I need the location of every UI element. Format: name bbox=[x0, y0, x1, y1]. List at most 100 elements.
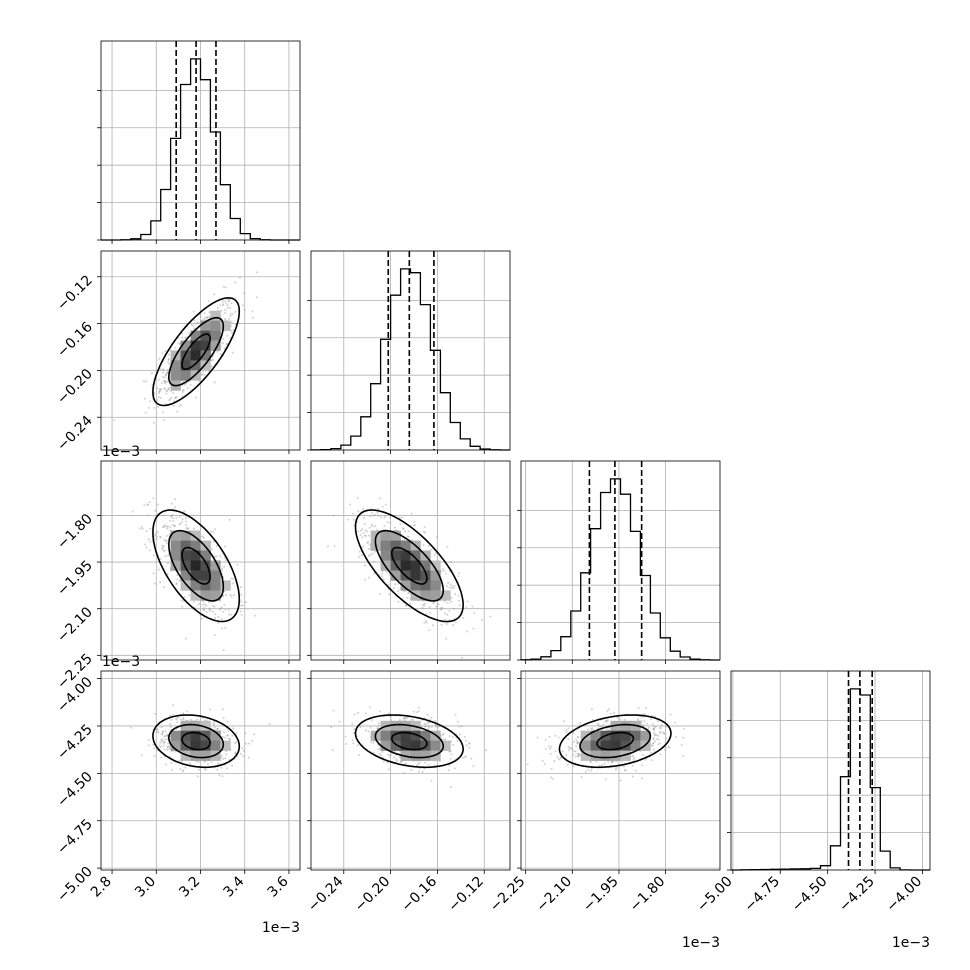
density-cell bbox=[190, 530, 201, 541]
scatter-point bbox=[388, 712, 391, 715]
scatter-point bbox=[251, 316, 254, 319]
scatter-point bbox=[378, 710, 381, 713]
scatter-point bbox=[637, 718, 640, 721]
scatter-point bbox=[211, 610, 214, 613]
scatter-point bbox=[371, 512, 374, 514]
scatter-point bbox=[377, 722, 380, 725]
density-cell bbox=[210, 570, 221, 581]
scatter-point bbox=[640, 719, 643, 722]
scatter-point bbox=[332, 709, 335, 712]
scatter-point bbox=[219, 353, 222, 356]
y-tick-label-3-1: −4.75 bbox=[54, 816, 96, 858]
scatter-point bbox=[611, 760, 614, 763]
scatter-point bbox=[224, 300, 227, 303]
scatter-point bbox=[403, 538, 406, 541]
x-tick-label-3-1: −4.75 bbox=[741, 874, 783, 916]
scatter-point bbox=[449, 583, 452, 586]
scatter-point bbox=[166, 371, 169, 374]
scatter-point bbox=[404, 762, 407, 765]
scatter-point bbox=[221, 708, 224, 711]
scatter-point bbox=[578, 753, 580, 756]
scatter-point bbox=[378, 752, 381, 755]
density-cell bbox=[200, 550, 211, 561]
scatter-point bbox=[227, 317, 230, 320]
panel-3-1 bbox=[330, 706, 487, 789]
scatter-point bbox=[167, 388, 170, 391]
x-tick-label-1-2: −0.16 bbox=[399, 873, 441, 915]
density-cell bbox=[200, 350, 211, 361]
x-tick-label-3-0: −5.00 bbox=[694, 874, 736, 916]
scatter-point bbox=[575, 738, 578, 741]
scatter-point bbox=[372, 742, 375, 744]
scatter-point bbox=[631, 755, 634, 758]
scatter-point bbox=[573, 740, 576, 743]
scatter-point bbox=[465, 606, 468, 609]
ticks-0-0 bbox=[97, 89, 290, 244]
scatter-point bbox=[140, 754, 143, 757]
scatter-point bbox=[214, 616, 216, 619]
scatter-point bbox=[162, 368, 165, 371]
density-cell bbox=[420, 560, 431, 571]
y-tick-label-1-2: −0.16 bbox=[54, 319, 96, 361]
scatter-point bbox=[156, 387, 159, 390]
scatter-point bbox=[414, 524, 417, 526]
scatter-point bbox=[205, 610, 208, 613]
scatter-point bbox=[358, 550, 361, 553]
density-cell bbox=[590, 740, 601, 751]
scatter-point bbox=[445, 584, 448, 587]
scatter-point bbox=[161, 548, 164, 550]
scatter-point bbox=[357, 530, 360, 533]
scatter-point bbox=[203, 312, 206, 315]
scatter-point bbox=[159, 388, 162, 391]
scatter-point bbox=[367, 540, 370, 543]
scatter-point bbox=[239, 752, 242, 755]
scatter-point bbox=[165, 374, 168, 377]
scatter-point bbox=[181, 332, 184, 335]
scatter-point bbox=[432, 624, 434, 627]
scatter-point bbox=[595, 760, 598, 763]
scatter-point bbox=[388, 755, 391, 758]
scatter-point bbox=[410, 538, 413, 541]
scatter-point bbox=[185, 527, 188, 529]
scatter-point bbox=[186, 527, 189, 530]
scatter-point bbox=[153, 754, 156, 757]
scatter-point bbox=[366, 530, 368, 533]
scatter-point bbox=[401, 516, 404, 519]
scatter-point bbox=[168, 746, 171, 749]
scatter-point bbox=[577, 736, 580, 739]
scatter-point bbox=[166, 748, 169, 751]
scatter-point bbox=[196, 718, 199, 721]
scatter-point bbox=[183, 510, 186, 513]
density-cell bbox=[220, 580, 231, 591]
scatter-point bbox=[155, 538, 158, 540]
scatter-point bbox=[645, 758, 647, 761]
scatter-point bbox=[199, 315, 202, 318]
density-cell bbox=[200, 360, 211, 371]
y-tick-label-3-2: −4.50 bbox=[54, 769, 96, 811]
density-cell bbox=[420, 580, 431, 591]
ticks-2-1 bbox=[307, 515, 485, 664]
scatter-point bbox=[208, 601, 210, 604]
histogram-0 bbox=[101, 58, 300, 241]
scatter-point bbox=[386, 761, 389, 764]
scatter-point bbox=[158, 744, 161, 747]
scatter-point bbox=[163, 525, 166, 528]
scatter-point bbox=[213, 381, 216, 384]
scatter-point bbox=[556, 756, 559, 759]
scatter-point bbox=[362, 532, 365, 535]
scatter-point bbox=[653, 740, 656, 743]
density-cell bbox=[180, 340, 191, 351]
density-cell bbox=[190, 330, 201, 341]
scatter-point bbox=[174, 524, 176, 527]
grid-lines-3-2 bbox=[521, 671, 720, 870]
scatter-point bbox=[359, 534, 362, 536]
scatter-point bbox=[142, 380, 145, 383]
scatter-point bbox=[242, 755, 245, 757]
scatter-point bbox=[429, 611, 432, 614]
scatter-point bbox=[221, 775, 224, 778]
scatter-point bbox=[228, 608, 230, 611]
scatter-point bbox=[170, 750, 173, 753]
scatter-point bbox=[240, 604, 243, 607]
scatter-point bbox=[445, 637, 448, 640]
scatter-point bbox=[432, 602, 435, 605]
